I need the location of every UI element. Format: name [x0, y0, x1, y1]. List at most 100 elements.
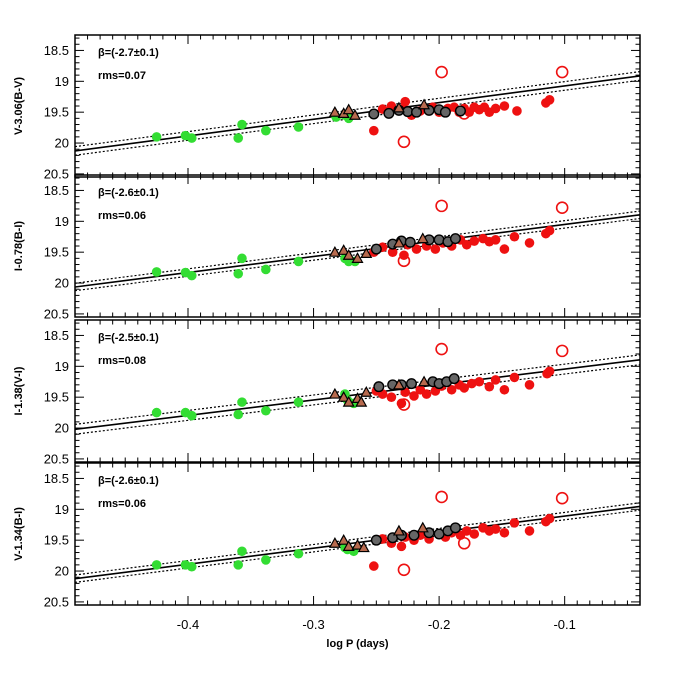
fit-line [75, 213, 640, 288]
x-axis-label: log P (days) [326, 638, 388, 650]
triangle-point [392, 101, 405, 113]
gray-point [411, 106, 423, 118]
gray-point [433, 234, 445, 246]
green-point [186, 270, 197, 281]
gray-point [448, 373, 460, 385]
triangle-point [418, 98, 431, 110]
triangle-point [355, 395, 368, 407]
gray-point [449, 233, 461, 245]
open-red-point [555, 65, 569, 79]
green-point [237, 119, 247, 130]
triangle-point [328, 105, 341, 117]
y-tick-label: 20.5 [44, 306, 69, 321]
green-point [233, 268, 244, 279]
markers [151, 199, 569, 281]
gray-point [454, 105, 466, 117]
green-point [186, 133, 197, 143]
rms-annotation: rms=0.06 [98, 210, 146, 222]
fit-confidence-line [75, 354, 640, 425]
red-point [524, 526, 535, 536]
red-point [499, 101, 510, 111]
open-red-point [397, 563, 411, 577]
beta-annotation: β=(-2.6±0.1) [98, 475, 159, 487]
red-point [469, 529, 480, 539]
y-tick-label: 18.5 [44, 328, 69, 343]
panel-3: 18.5 19 19.5 20 20.5 I-1.38(V-I) β=(-2.5±0.1) r… [13, 319, 641, 466]
red-point [396, 541, 407, 552]
fit-confidence-line [75, 210, 640, 284]
red-point [509, 518, 520, 528]
green-point [233, 560, 244, 570]
y-tick-label: 19.5 [44, 105, 69, 120]
triangle-point [357, 541, 370, 553]
fit-confidence-line [75, 502, 640, 576]
red-point [387, 247, 398, 257]
y-tick-label: 18.5 [44, 183, 69, 198]
red-point [484, 381, 495, 392]
red-point [490, 103, 501, 114]
red-point [430, 244, 441, 254]
red-point [411, 244, 422, 254]
green-point [151, 267, 162, 277]
y-tick-label: 20 [55, 564, 69, 579]
rms-annotation: rms=0.07 [98, 70, 146, 82]
triangle-point [328, 245, 341, 257]
rms-annotation: rms=0.08 [98, 355, 146, 367]
open-red-point [555, 201, 569, 215]
triangle-point [418, 375, 431, 387]
gray-point [449, 522, 461, 534]
y-axis-label: I-0.78(B-I) [13, 221, 25, 271]
y-tick-label: 20.5 [44, 451, 69, 466]
green-point [233, 409, 244, 420]
red-point [400, 96, 411, 107]
triangle-point [328, 537, 341, 548]
triangle-point [416, 232, 429, 244]
open-red-point [555, 344, 569, 358]
y-tick-label: 20.5 [44, 166, 69, 181]
y-tick-label: 20 [55, 276, 69, 291]
triangle-point [328, 387, 341, 399]
rms-annotation: rms=0.06 [98, 498, 146, 510]
green-point [237, 253, 247, 264]
triangle-point [337, 533, 350, 545]
y-axis-label: V-1.34(B-I) [13, 507, 25, 561]
green-point [293, 256, 304, 267]
open-red-point [397, 135, 411, 149]
markers [151, 342, 569, 421]
red-point [490, 375, 501, 385]
open-red-point [397, 398, 411, 411]
green-point [233, 133, 244, 143]
gray-point [405, 378, 417, 390]
fit-lines [75, 210, 640, 292]
red-point [509, 231, 520, 242]
red-point [409, 391, 419, 401]
beta-annotation: β=(-2.7±0.1) [98, 47, 159, 59]
red-point [474, 376, 485, 387]
green-point [237, 397, 247, 407]
green-point [293, 122, 304, 132]
triangle-point [348, 109, 362, 120]
red-point [544, 225, 555, 236]
red-point [459, 383, 470, 393]
beta-annotation: β=(-2.5±0.1) [98, 332, 159, 344]
green-point [261, 555, 271, 565]
panel-frame [74, 34, 641, 178]
gray-point [370, 534, 382, 546]
green-point [151, 560, 162, 570]
triangle-point [342, 395, 355, 407]
red-point [499, 384, 510, 395]
red-point [490, 524, 501, 534]
y-tick-label: 18.5 [44, 43, 69, 58]
gray-point [368, 108, 380, 120]
red-point [461, 526, 472, 536]
y-axis-label: I-1.38(V-I) [13, 366, 25, 415]
green-point [237, 546, 247, 557]
green-point [186, 410, 197, 421]
green-point [151, 132, 162, 142]
triangle-point [351, 252, 364, 263]
markers [151, 65, 569, 149]
triangle-point [342, 540, 355, 551]
red-point [544, 95, 555, 105]
open-red-point [435, 65, 448, 79]
red-point [386, 392, 397, 402]
